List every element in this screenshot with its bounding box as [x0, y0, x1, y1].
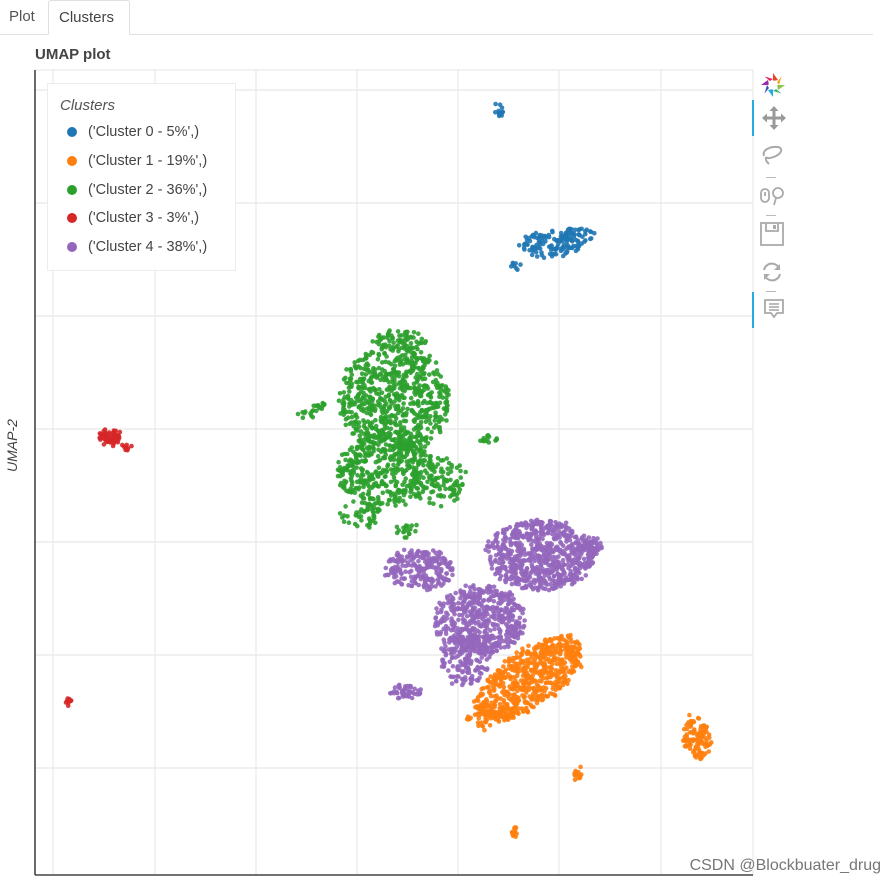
save-button[interactable]: [752, 216, 792, 252]
legend-dot-icon: [67, 242, 77, 252]
reset-button[interactable]: [752, 254, 792, 290]
legend: Clusters ('Cluster 0 - 5%',) ('Cluster 1…: [47, 83, 236, 271]
reset-refresh-icon: [763, 262, 781, 282]
floppy-save-icon: [760, 222, 784, 246]
legend-dot-icon: [67, 127, 77, 137]
legend-dot-icon: [67, 185, 77, 195]
bokeh-logo-icon: [761, 73, 785, 97]
legend-item-cluster-0[interactable]: ('Cluster 0 - 5%',): [60, 122, 199, 142]
hover-tool-button[interactable]: [752, 292, 794, 328]
toolbar-separator: [766, 177, 776, 178]
tab-bar: Plot Clusters: [0, 0, 873, 35]
watermark: CSDN @Blockbuater_drug: [689, 857, 881, 874]
legend-item-cluster-1[interactable]: ('Cluster 1 - 19%',): [60, 151, 207, 171]
wheel-zoom-icon: [760, 187, 784, 206]
toolbar-separator: [766, 215, 776, 216]
series-cluster-2: [295, 328, 500, 540]
series-cluster-3: [63, 427, 134, 708]
lasso-select-button[interactable]: [752, 138, 792, 174]
legend-label: ('Cluster 0 - 5%',): [88, 124, 200, 140]
legend-label: ('Cluster 4 - 38%',): [88, 239, 208, 255]
legend-label: ('Cluster 2 - 36%',): [88, 182, 208, 198]
series-cluster-0: [493, 101, 597, 273]
legend-item-cluster-4[interactable]: ('Cluster 4 - 38%',): [60, 237, 207, 257]
chart-title: UMAP plot: [35, 46, 111, 63]
legend-label: ('Cluster 3 - 3%',): [88, 210, 200, 226]
move-arrows-icon: [762, 106, 786, 130]
legend-dot-icon: [67, 213, 77, 223]
axes: [34, 70, 753, 876]
tab-plot[interactable]: Plot: [9, 8, 35, 25]
legend-item-cluster-2[interactable]: ('Cluster 2 - 36%',): [60, 180, 207, 200]
series-cluster-1: [464, 632, 714, 839]
legend-item-cluster-3[interactable]: ('Cluster 3 - 3%',): [60, 208, 199, 228]
toolbar-separator: [766, 291, 776, 292]
legend-dot-icon: [67, 156, 77, 166]
tab-clusters[interactable]: Clusters: [48, 0, 130, 35]
scatter-points: [63, 101, 714, 839]
wheel-zoom-button[interactable]: [752, 178, 792, 214]
series-cluster-4: [382, 517, 604, 701]
legend-label: ('Cluster 1 - 19%',): [88, 153, 208, 169]
bokeh-logo-button[interactable]: [752, 66, 792, 102]
hover-tooltip-icon: [764, 299, 784, 319]
y-axis-label: UMAP-2: [4, 419, 20, 472]
legend-title: Clusters: [60, 97, 116, 114]
pan-tool-button[interactable]: [752, 100, 794, 136]
lasso-icon: [762, 145, 783, 165]
